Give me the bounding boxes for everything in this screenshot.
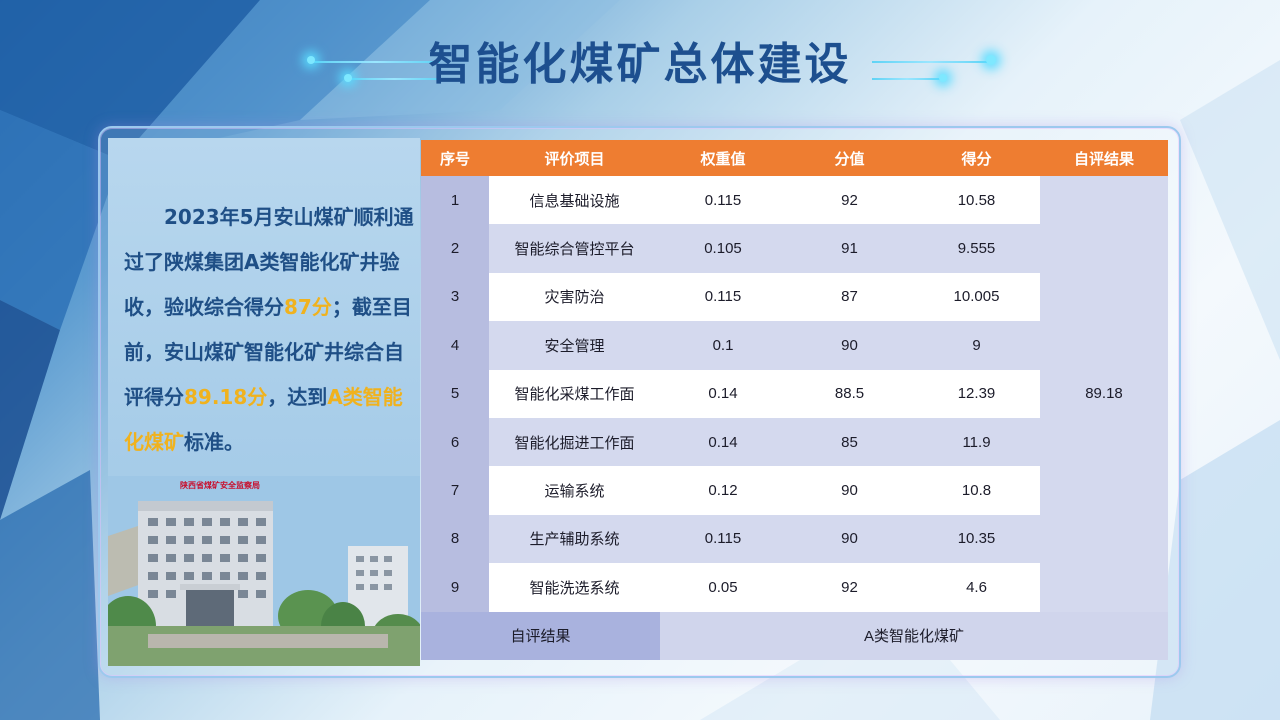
footer-label: 自评结果	[421, 611, 660, 660]
cell-value: 90	[786, 466, 913, 515]
table-row: 5 智能化采煤工作面 0.14 88.5 12.39	[421, 369, 1168, 418]
cell-value: 85	[786, 417, 913, 467]
cell-value: 92	[786, 176, 913, 225]
title-deco-dot	[939, 74, 947, 82]
cell-score: 10.005	[913, 272, 1040, 322]
description-text: 2023年5月安山煤矿顺利通过了陕煤集团A类智能化矿井验收，验收综合得分87分；…	[124, 195, 414, 465]
cell-value: 92	[786, 563, 913, 612]
cell-seq: 1	[421, 176, 489, 225]
cell-item: 信息基础设施	[489, 176, 660, 225]
table-footer-row: 自评结果 A类智能化煤矿	[421, 611, 1168, 660]
cell-total-result: 89.18	[1040, 176, 1168, 612]
cell-weight: 0.115	[660, 514, 786, 564]
page-title: 智能化煤矿总体建设	[428, 39, 852, 90]
title-deco-line-right-bottom	[872, 78, 942, 80]
cell-seq: 8	[421, 514, 489, 564]
title-deco-line-right-top	[872, 61, 990, 63]
cell-seq: 7	[421, 466, 489, 515]
table-row: 6 智能化掘进工作面 0.14 85 11.9	[421, 417, 1168, 467]
cell-value: 91	[786, 224, 913, 273]
header-score: 得分	[913, 140, 1040, 176]
cell-item: 智能综合管控平台	[489, 224, 660, 273]
title-deco-dot	[307, 56, 315, 64]
cell-item: 智能洗选系统	[489, 563, 660, 612]
table-header-row: 序号 评价项目 权重值 分值 得分 自评结果	[421, 140, 1168, 176]
footer-value: A类智能化煤矿	[660, 611, 1168, 660]
description-part: 标准。	[184, 430, 244, 454]
cell-weight: 0.14	[660, 417, 786, 467]
table-row: 4 安全管理 0.1 90 9	[421, 321, 1168, 370]
header-value: 分值	[786, 140, 913, 176]
building-photo	[108, 476, 420, 666]
cell-value: 90	[786, 514, 913, 564]
table-row: 9 智能洗选系统 0.05 92 4.6	[421, 563, 1168, 612]
table-row: 7 运输系统 0.12 90 10.8	[421, 466, 1168, 515]
cell-value: 90	[786, 321, 913, 370]
cell-item: 安全管理	[489, 321, 660, 370]
cell-score: 10.35	[913, 514, 1040, 564]
cell-seq: 4	[421, 321, 489, 370]
cell-value: 88.5	[786, 369, 913, 418]
header-weight: 权重值	[660, 140, 786, 176]
cell-score: 9.555	[913, 224, 1040, 273]
cell-score: 12.39	[913, 369, 1040, 418]
cell-seq: 2	[421, 224, 489, 273]
table-row: 3 灾害防治 0.115 87 10.005	[421, 272, 1168, 322]
cell-item: 生产辅助系统	[489, 514, 660, 564]
description-box: 陕西省煤矿安全监察局	[108, 138, 420, 666]
description-part: 2023年5月安山煤矿顺利通过了陕煤集团A类智能化矿井验收，验收综合得分	[124, 205, 414, 319]
evaluation-table: 序号 评价项目 权重值 分值 得分 自评结果 1 信息基础设施 0.115 92…	[421, 140, 1168, 660]
cell-weight: 0.115	[660, 176, 786, 225]
cell-score: 10.8	[913, 466, 1040, 515]
cell-weight: 0.1	[660, 321, 786, 370]
cell-item: 智能化掘进工作面	[489, 417, 660, 467]
title-deco-line-left-top	[312, 61, 440, 63]
description-part: ，达到	[267, 385, 328, 409]
cell-item: 智能化采煤工作面	[489, 369, 660, 418]
cell-weight: 0.05	[660, 563, 786, 612]
cell-weight: 0.12	[660, 466, 786, 515]
title-deco-dot	[986, 55, 996, 65]
description-part: ；截至目前，安山煤矿智能化矿井综合自评得分	[124, 295, 412, 409]
cell-item: 运输系统	[489, 466, 660, 515]
title-deco-line-left-bottom	[348, 78, 440, 80]
cell-score: 9	[913, 321, 1040, 370]
description-highlight: 87分	[284, 295, 332, 319]
title-deco-dot	[344, 74, 352, 82]
header-item: 评价项目	[489, 140, 660, 176]
cell-weight: 0.105	[660, 224, 786, 273]
cell-weight: 0.115	[660, 272, 786, 322]
cell-weight: 0.14	[660, 369, 786, 418]
table-row: 2 智能综合管控平台 0.105 91 9.555	[421, 224, 1168, 273]
header-result: 自评结果	[1040, 140, 1168, 176]
building-sign: 陕西省煤矿安全监察局	[180, 481, 260, 490]
cell-score: 4.6	[913, 563, 1040, 612]
description-highlight: 89.18分	[184, 385, 268, 409]
description-highlight: A类智能化煤矿	[124, 385, 403, 454]
table-row: 1 信息基础设施 0.115 92 10.58 89.18	[421, 176, 1168, 612]
cell-seq: 3	[421, 272, 489, 322]
header-seq: 序号	[421, 140, 489, 176]
cell-score: 10.58	[913, 176, 1040, 225]
cell-seq: 5	[421, 369, 489, 418]
cell-value: 87	[786, 272, 913, 322]
table-row: 8 生产辅助系统 0.115 90 10.35	[421, 514, 1168, 564]
cell-seq: 9	[421, 563, 489, 612]
cell-score: 11.9	[913, 417, 1040, 467]
cell-seq: 6	[421, 417, 489, 467]
cell-item: 灾害防治	[489, 272, 660, 322]
